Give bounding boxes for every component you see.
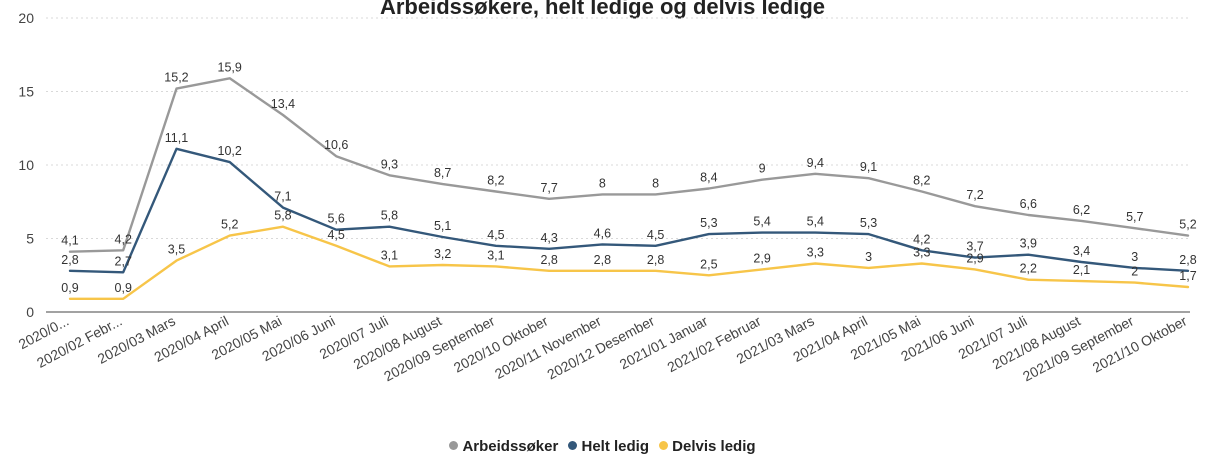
legend-dot-icon bbox=[568, 441, 578, 450]
legend-item-arbeidssoker[interactable]: Arbeidssøker bbox=[449, 438, 558, 455]
y-tick-label: 15 bbox=[18, 84, 34, 100]
data-label: 5,4 bbox=[807, 215, 824, 229]
data-label: 4,3 bbox=[540, 231, 557, 245]
data-label: 3,1 bbox=[381, 248, 398, 262]
data-label: 5,8 bbox=[274, 209, 291, 223]
data-label: 4,2 bbox=[115, 232, 132, 246]
data-label: 9,3 bbox=[381, 157, 398, 171]
data-label: 5,2 bbox=[1179, 218, 1196, 232]
data-label: 1,7 bbox=[1179, 269, 1196, 283]
data-label: 4,2 bbox=[913, 232, 930, 246]
data-label: 8 bbox=[652, 176, 659, 190]
data-label: 9 bbox=[759, 162, 766, 176]
data-label: 5,3 bbox=[860, 216, 877, 230]
legend-label: Arbeidssøker bbox=[462, 438, 559, 455]
data-label: 15,9 bbox=[218, 60, 242, 74]
data-label: 8,7 bbox=[434, 166, 451, 180]
data-label: 3,5 bbox=[168, 243, 185, 257]
data-label: 7,2 bbox=[966, 188, 983, 202]
data-label: 9,1 bbox=[860, 160, 877, 174]
data-label: 10,6 bbox=[324, 138, 348, 152]
y-tick-label: 0 bbox=[26, 304, 34, 320]
data-label: 2,8 bbox=[540, 253, 557, 267]
data-label: 0,9 bbox=[61, 281, 78, 295]
data-label: 8,4 bbox=[700, 171, 717, 185]
data-label: 9,4 bbox=[807, 156, 824, 170]
data-labels: 4,1 4,2 15,2 15,9 13,4 10,6 9,3 8,7 8,2 7,7 8 8 8,4 9… bbox=[61, 60, 1196, 295]
legend-dot-icon bbox=[449, 441, 459, 450]
y-axis: 0 5 10 15 20 bbox=[18, 10, 34, 320]
data-label: 3,4 bbox=[1073, 244, 1090, 258]
legend-item-delvis-ledig[interactable]: Delvis ledig bbox=[659, 438, 756, 455]
series-line-helt-ledig bbox=[68, 147, 1190, 274]
data-label: 2,8 bbox=[594, 253, 611, 267]
data-label: 8,2 bbox=[487, 173, 504, 187]
data-label: 3 bbox=[865, 250, 872, 264]
data-label: 6,6 bbox=[1020, 197, 1037, 211]
data-label: 5,6 bbox=[327, 212, 344, 226]
data-label: 3,3 bbox=[807, 245, 824, 259]
data-label: 6,2 bbox=[1073, 203, 1090, 217]
y-tick-label: 10 bbox=[18, 157, 34, 173]
data-label: 2,2 bbox=[1020, 262, 1037, 276]
data-label: 2 bbox=[1131, 265, 1138, 279]
legend-dot-icon bbox=[659, 441, 669, 450]
data-label: 3,9 bbox=[1020, 237, 1037, 251]
data-label: 3,1 bbox=[487, 248, 504, 262]
data-label: 7,7 bbox=[540, 181, 557, 195]
data-label: 3,7 bbox=[966, 240, 983, 254]
data-label: 3,3 bbox=[913, 245, 930, 259]
data-label: 2,9 bbox=[966, 251, 983, 265]
x-tick-label: 2021/10 Oktober bbox=[1090, 312, 1190, 375]
data-label: 4,5 bbox=[647, 228, 664, 242]
data-label: 13,4 bbox=[271, 97, 295, 111]
data-label: 2,5 bbox=[700, 257, 717, 271]
legend-label: Delvis ledig bbox=[672, 438, 756, 455]
data-label: 5,4 bbox=[753, 215, 770, 229]
data-label: 11,1 bbox=[165, 131, 188, 145]
data-label: 0,9 bbox=[115, 281, 132, 295]
data-label: 15,2 bbox=[164, 71, 188, 85]
legend-item-helt-ledig[interactable]: Helt ledig bbox=[568, 438, 649, 455]
data-label: 8,2 bbox=[913, 173, 930, 187]
data-label: 5,3 bbox=[700, 216, 717, 230]
data-label: 5,7 bbox=[1126, 210, 1143, 224]
series-line-arbeidss-ker bbox=[68, 77, 1190, 253]
data-label: 4,1 bbox=[61, 234, 78, 248]
y-tick-label: 5 bbox=[26, 231, 34, 247]
data-label: 5,1 bbox=[434, 219, 451, 233]
data-label: 4,6 bbox=[594, 226, 611, 240]
data-label: 5,8 bbox=[381, 209, 398, 223]
series-lines bbox=[68, 77, 1190, 300]
data-label: 2,1 bbox=[1073, 263, 1090, 277]
chart-title: Arbeidssøkere, helt ledige og delvis led… bbox=[379, 0, 826, 19]
series-line-delvis-ledig bbox=[68, 225, 1190, 300]
data-label: 7,1 bbox=[274, 190, 291, 204]
data-label: 3,2 bbox=[434, 247, 451, 261]
data-label: 2,7 bbox=[115, 254, 132, 268]
grid-lines bbox=[46, 17, 1190, 239]
x-axis: 2020/0...2020/02 Febr...2020/03 Mars2020… bbox=[16, 311, 1190, 384]
legend: Arbeidssøker Helt ledig Delvis ledig bbox=[0, 438, 1205, 455]
data-label: 2,8 bbox=[61, 253, 78, 267]
data-label: 8 bbox=[599, 176, 606, 190]
data-label: 2,8 bbox=[647, 253, 664, 267]
data-label: 4,5 bbox=[487, 228, 504, 242]
data-label: 10,2 bbox=[218, 144, 242, 158]
data-label: 5,2 bbox=[221, 218, 238, 232]
data-label: 2,9 bbox=[753, 251, 770, 265]
data-label: 4,5 bbox=[327, 228, 344, 242]
legend-label: Helt ledig bbox=[581, 438, 649, 455]
y-tick-label: 20 bbox=[18, 10, 34, 26]
data-label: 2,8 bbox=[1179, 253, 1196, 267]
data-label: 3 bbox=[1131, 250, 1138, 264]
